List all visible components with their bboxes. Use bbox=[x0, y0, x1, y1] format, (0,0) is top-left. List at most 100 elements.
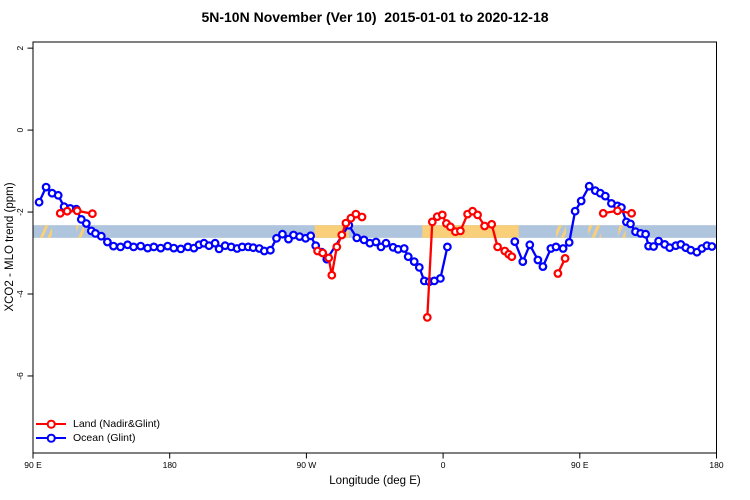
legend-label-land: Land (Nadir&Glint) bbox=[73, 418, 160, 430]
data-point bbox=[324, 253, 334, 263]
data-point bbox=[87, 209, 97, 219]
data-point bbox=[649, 242, 658, 251]
data-point bbox=[96, 231, 106, 241]
data-point bbox=[533, 255, 543, 265]
data-point bbox=[136, 241, 146, 251]
data-point bbox=[371, 237, 381, 247]
y-tick-label: 0 bbox=[15, 127, 25, 132]
data-point bbox=[560, 253, 570, 263]
x-tick-label: 90 W bbox=[296, 460, 316, 470]
data-point bbox=[422, 313, 432, 322]
data-point bbox=[72, 206, 82, 216]
data-point bbox=[558, 244, 568, 253]
ocean-dot-icon bbox=[46, 433, 56, 443]
data-point bbox=[55, 208, 65, 218]
highlight-patch bbox=[555, 225, 566, 238]
data-point bbox=[576, 196, 586, 206]
data-point bbox=[102, 237, 112, 247]
highlight-patch bbox=[588, 225, 602, 238]
data-point bbox=[210, 238, 220, 248]
y-tick-label: -6 bbox=[15, 372, 25, 380]
data-point bbox=[81, 219, 91, 228]
data-point bbox=[53, 190, 63, 200]
data-point bbox=[332, 242, 342, 252]
y-tick-label: 2 bbox=[15, 45, 25, 50]
data-point bbox=[443, 242, 452, 252]
data-point bbox=[414, 263, 424, 272]
data-point bbox=[480, 221, 490, 231]
legend-item-land: Land (Nadir&Glint) bbox=[36, 417, 160, 431]
data-point bbox=[357, 212, 367, 222]
data-point bbox=[272, 233, 281, 243]
data-point bbox=[129, 242, 139, 252]
highlight-patch bbox=[422, 225, 519, 238]
data-point bbox=[318, 248, 328, 258]
data-point bbox=[446, 222, 455, 232]
data-point bbox=[169, 243, 179, 253]
data-point bbox=[456, 226, 465, 236]
reference-band bbox=[33, 225, 717, 238]
data-point bbox=[584, 181, 594, 191]
y-tick-label: -4 bbox=[15, 290, 25, 298]
data-point bbox=[352, 233, 362, 243]
data-point bbox=[641, 229, 650, 239]
highlight-patch bbox=[39, 225, 53, 238]
data-point bbox=[436, 274, 445, 283]
legend: Land (Nadir&Glint) Ocean (Glint) bbox=[36, 417, 160, 445]
plot-border bbox=[32, 41, 717, 454]
legend-label-ocean: Ocean (Glint) bbox=[73, 432, 136, 444]
data-point bbox=[564, 237, 574, 247]
highlight-patch bbox=[618, 225, 626, 238]
data-point bbox=[510, 237, 520, 247]
data-point bbox=[538, 262, 548, 272]
x-tick-label: 90 E bbox=[571, 460, 589, 470]
data-point bbox=[473, 210, 483, 220]
data-point bbox=[507, 252, 517, 262]
data-point bbox=[278, 229, 287, 239]
data-point bbox=[34, 197, 44, 207]
data-point bbox=[399, 244, 409, 253]
data-point bbox=[600, 191, 610, 201]
data-point bbox=[381, 238, 391, 248]
legend-item-ocean: Ocean (Glint) bbox=[36, 431, 160, 445]
data-point bbox=[551, 242, 561, 252]
data-point bbox=[493, 242, 503, 252]
land-dot-icon bbox=[46, 419, 56, 429]
data-point bbox=[109, 241, 118, 251]
data-point bbox=[266, 245, 275, 255]
data-point bbox=[149, 242, 159, 252]
x-axis-label: Longitude (deg E) bbox=[329, 475, 421, 487]
data-point bbox=[518, 257, 528, 267]
y-axis-label: XCO2 - MLO trend (ppm) bbox=[4, 182, 16, 312]
x-tick-label: 180 bbox=[709, 460, 723, 470]
data-point bbox=[327, 270, 337, 280]
data-point bbox=[176, 244, 186, 254]
plot-root: 90 E 180 90 W 0 90 E 180 2 0 -2 -4 -6 bbox=[15, 41, 724, 470]
data-point bbox=[553, 269, 563, 278]
data-point bbox=[403, 252, 413, 262]
land-series-swatch bbox=[36, 418, 66, 430]
data-point bbox=[341, 218, 351, 228]
data-point bbox=[437, 210, 447, 220]
x-tick-label: 90 E bbox=[24, 460, 42, 470]
data-point bbox=[337, 230, 347, 240]
highlight-patch bbox=[76, 225, 85, 238]
data-point bbox=[626, 219, 635, 229]
land-series bbox=[55, 206, 636, 322]
x-tick-label: 0 bbox=[441, 460, 446, 470]
data-point bbox=[487, 219, 497, 229]
data-point bbox=[627, 208, 636, 218]
data-point bbox=[525, 240, 535, 250]
data-point bbox=[613, 206, 622, 216]
data-point bbox=[306, 231, 316, 241]
x-tick-label: 180 bbox=[163, 460, 177, 470]
data-point bbox=[62, 206, 72, 216]
data-point bbox=[41, 182, 51, 192]
data-point bbox=[570, 206, 580, 216]
data-point bbox=[116, 242, 125, 252]
chart-title: 5N-10N November (Ver 10) 2015-01-01 to 2… bbox=[201, 9, 549, 25]
data-point bbox=[707, 242, 717, 251]
data-point bbox=[427, 217, 437, 227]
